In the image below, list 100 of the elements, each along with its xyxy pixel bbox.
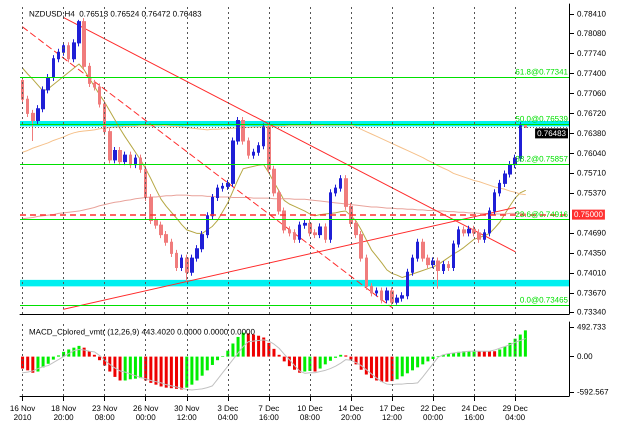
bar xyxy=(298,356,302,373)
candlestick xyxy=(170,238,173,258)
x-tick-label: 7 Dec 16:00 xyxy=(258,404,280,422)
candlestick xyxy=(436,257,440,290)
candlestick xyxy=(370,282,373,297)
candlestick xyxy=(411,254,414,276)
candlestick xyxy=(390,287,394,306)
bar xyxy=(252,334,255,357)
candlestick xyxy=(93,79,96,91)
x-tick-label: 23 Nov 08:00 xyxy=(92,404,118,422)
candlestick xyxy=(88,62,91,88)
line-series xyxy=(22,338,526,391)
text: NZDUSD,H4 0.76513 0.76524 0.76472 0.76483 xyxy=(29,10,202,18)
y-tick-label: 0.74010 xyxy=(577,268,606,278)
bar xyxy=(139,356,142,378)
y-tick-label: 492.733 xyxy=(577,322,606,332)
x-tick-label: 22 Dec 00:00 xyxy=(420,404,446,422)
candlestick xyxy=(303,219,307,230)
bar xyxy=(190,356,194,385)
candlestick xyxy=(339,174,342,192)
candlestick xyxy=(288,226,291,237)
bar xyxy=(210,356,214,365)
bar xyxy=(174,356,178,389)
bar xyxy=(42,356,45,368)
bar xyxy=(370,356,373,378)
candlestick xyxy=(129,151,132,169)
bar xyxy=(396,356,399,380)
candlestick xyxy=(334,184,337,197)
bar xyxy=(154,356,158,385)
bar xyxy=(282,356,286,362)
candlestick xyxy=(442,260,445,274)
candlestick xyxy=(293,228,296,244)
candlestick xyxy=(134,154,137,169)
x-tick-label: 16 Nov 2010 xyxy=(10,404,36,422)
y-tick-label: 0.78080 xyxy=(577,28,606,38)
bar xyxy=(31,356,34,373)
ref-line-label: 61.8@0.77341 xyxy=(515,67,569,76)
bar xyxy=(303,356,306,372)
candlestick xyxy=(380,287,383,304)
bar xyxy=(416,356,420,368)
bar xyxy=(478,351,481,357)
bar xyxy=(324,356,327,364)
candlestick xyxy=(31,109,35,142)
candlestick xyxy=(416,238,419,262)
candlestick xyxy=(462,226,466,237)
candlestick xyxy=(375,287,378,297)
y-tick-label: 0.76720 xyxy=(577,108,606,118)
bar xyxy=(328,356,332,361)
candlestick xyxy=(175,249,178,272)
candlestick xyxy=(247,137,250,160)
x-tick-label: 14 Dec 20:00 xyxy=(338,404,364,422)
candlestick xyxy=(57,48,60,63)
bar xyxy=(128,356,132,380)
bar xyxy=(262,338,266,357)
bar xyxy=(164,356,168,388)
bar xyxy=(216,356,220,360)
candlestick xyxy=(211,194,214,220)
ref-line-label: 0.0@0.73465 xyxy=(520,295,569,304)
candlestick xyxy=(493,188,496,216)
x-tick-label: 24 Dec 16:00 xyxy=(461,404,487,422)
candlestick xyxy=(498,179,501,197)
bar xyxy=(360,356,363,370)
x-tick-label: 3 Dec 04:00 xyxy=(217,404,238,422)
bar xyxy=(46,356,50,364)
x-tick-label: 29 Dec 04:00 xyxy=(502,404,528,422)
bar xyxy=(482,351,486,357)
bar xyxy=(98,356,102,360)
bar xyxy=(180,356,184,390)
candlestick xyxy=(524,124,527,128)
candlestick xyxy=(262,122,265,150)
y-tick-label: 0.78410 xyxy=(577,10,606,18)
candlestick xyxy=(185,254,189,282)
y-tick-label: -592.567 xyxy=(577,387,610,396)
bar xyxy=(134,356,137,379)
bar xyxy=(170,356,173,388)
bar xyxy=(160,356,163,386)
candlestick xyxy=(139,154,142,174)
ref-line-label: 23.6@0.74916 xyxy=(515,210,569,220)
y-tick-label: 0.76040 xyxy=(577,148,606,158)
x-tick-label: 18 Nov 20:00 xyxy=(50,404,76,422)
bar xyxy=(508,342,512,357)
candlestick xyxy=(180,254,183,272)
bar xyxy=(314,356,317,372)
bar xyxy=(36,356,40,372)
bar xyxy=(349,356,352,360)
bar xyxy=(503,346,506,357)
y-tick-label: 0.77060 xyxy=(577,88,606,98)
candlestick xyxy=(67,42,70,63)
candlestick xyxy=(447,260,450,272)
bar xyxy=(518,334,522,357)
candlestick xyxy=(52,54,55,82)
y-tick-label: 0.73340 xyxy=(577,308,606,317)
candlestick xyxy=(385,287,389,304)
bar xyxy=(118,356,122,380)
candlestick xyxy=(241,116,245,146)
candlestick xyxy=(483,228,486,244)
candlestick xyxy=(298,221,301,244)
candlestick xyxy=(108,128,112,164)
bar xyxy=(113,356,116,377)
bar xyxy=(196,356,199,380)
